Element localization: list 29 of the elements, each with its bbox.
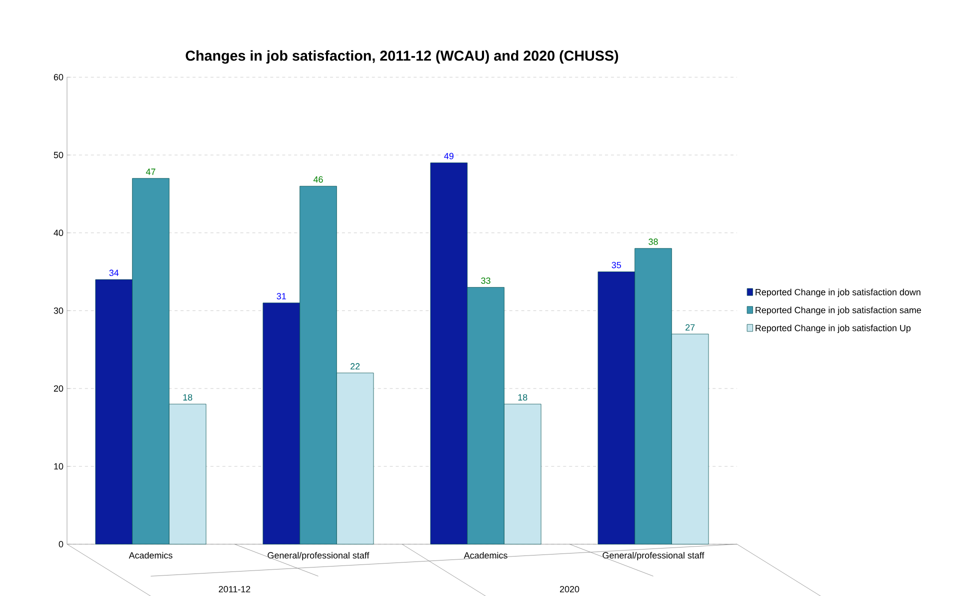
data-label: 18 (183, 394, 192, 400)
legend-label: Reported Change in job satisfaction same (756, 306, 922, 315)
data-label: 34 (109, 269, 119, 276)
y-tick-label: 0 (58, 540, 64, 548)
y-tick-label: 10 (54, 462, 64, 470)
data-label: 18 (518, 394, 528, 400)
y-tick-label: 40 (54, 229, 64, 236)
data-label: 47 (146, 168, 156, 175)
data-label: 31 (276, 292, 286, 300)
data-label: 33 (481, 277, 490, 284)
data-label: 46 (313, 176, 323, 182)
data-label: 27 (686, 324, 695, 330)
y-tick-label: 20 (54, 385, 64, 392)
x-tick-label: General/professional staff (268, 552, 370, 560)
x-tick-label: Academics (464, 552, 508, 558)
x-tick-label: General/professional staff (602, 552, 704, 560)
legend-label: Reported Change in job satisfaction Up (756, 324, 911, 333)
data-label: 35 (612, 262, 622, 268)
text: 2011-12 (218, 586, 250, 592)
data-label: 49 (444, 152, 454, 160)
y-tick-label: 30 (54, 307, 64, 314)
y-tick-label: 60 (54, 74, 64, 80)
data-label: 22 (350, 362, 360, 370)
text: 2020 (560, 586, 580, 592)
y-tick-label: 50 (54, 152, 64, 158)
chart-title: Changes in job satisfaction, 2011-12 (WCAU) and 2020 (CHUSS) (186, 50, 618, 64)
data-label: 38 (648, 238, 658, 245)
x-tick-label: Academics (128, 552, 172, 558)
legend-label: Reported Change in job satisfaction down (756, 288, 920, 297)
